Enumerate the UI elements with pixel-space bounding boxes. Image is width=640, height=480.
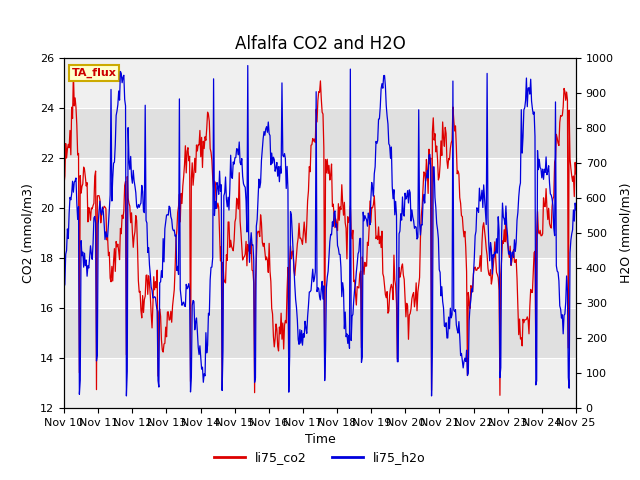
Bar (64, 108, 576, 158)
Text: TA_flux: TA_flux (72, 68, 116, 78)
Bar (64, 258, 576, 308)
Bar (64, 208, 576, 258)
Bar (64, 308, 576, 358)
Bar (64, 158, 576, 208)
Legend: li75_co2, li75_h2o: li75_co2, li75_h2o (209, 446, 431, 469)
Y-axis label: CO2 (mmol/m3): CO2 (mmol/m3) (22, 183, 35, 283)
X-axis label: Time: Time (305, 433, 335, 446)
Title: Alfalfa CO2 and H2O: Alfalfa CO2 and H2O (235, 35, 405, 53)
Y-axis label: H2O (mmol/m3): H2O (mmol/m3) (620, 182, 632, 283)
Bar (64, 58, 576, 108)
Bar (64, 358, 576, 408)
